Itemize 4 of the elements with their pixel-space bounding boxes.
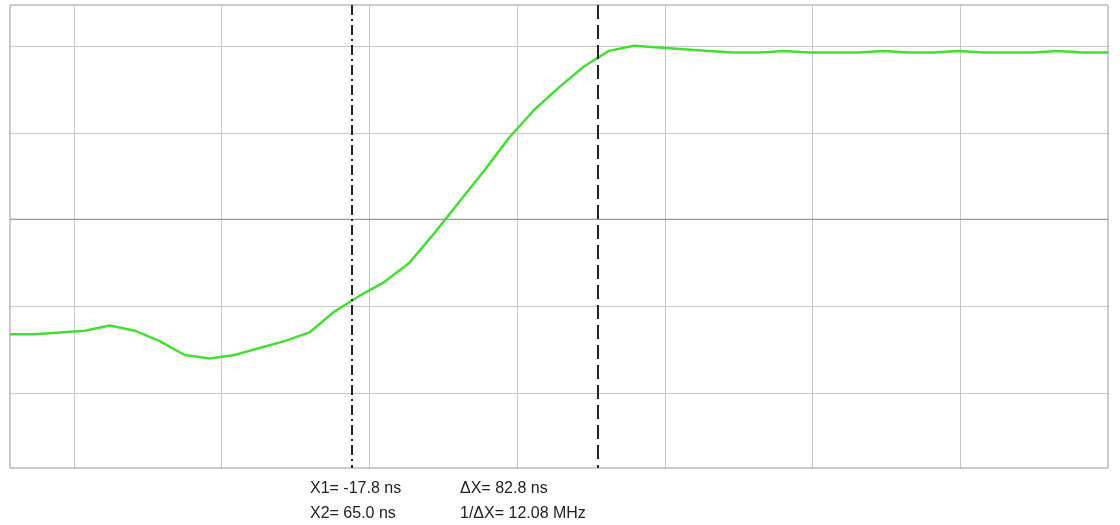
text: ΔX= 82.8 ns: [460, 479, 548, 496]
text: X1= -17.8 ns: [310, 479, 402, 496]
text: X2= 65.0 ns: [310, 504, 396, 521]
text: 1/ΔX= 12.08 MHz: [460, 504, 586, 521]
